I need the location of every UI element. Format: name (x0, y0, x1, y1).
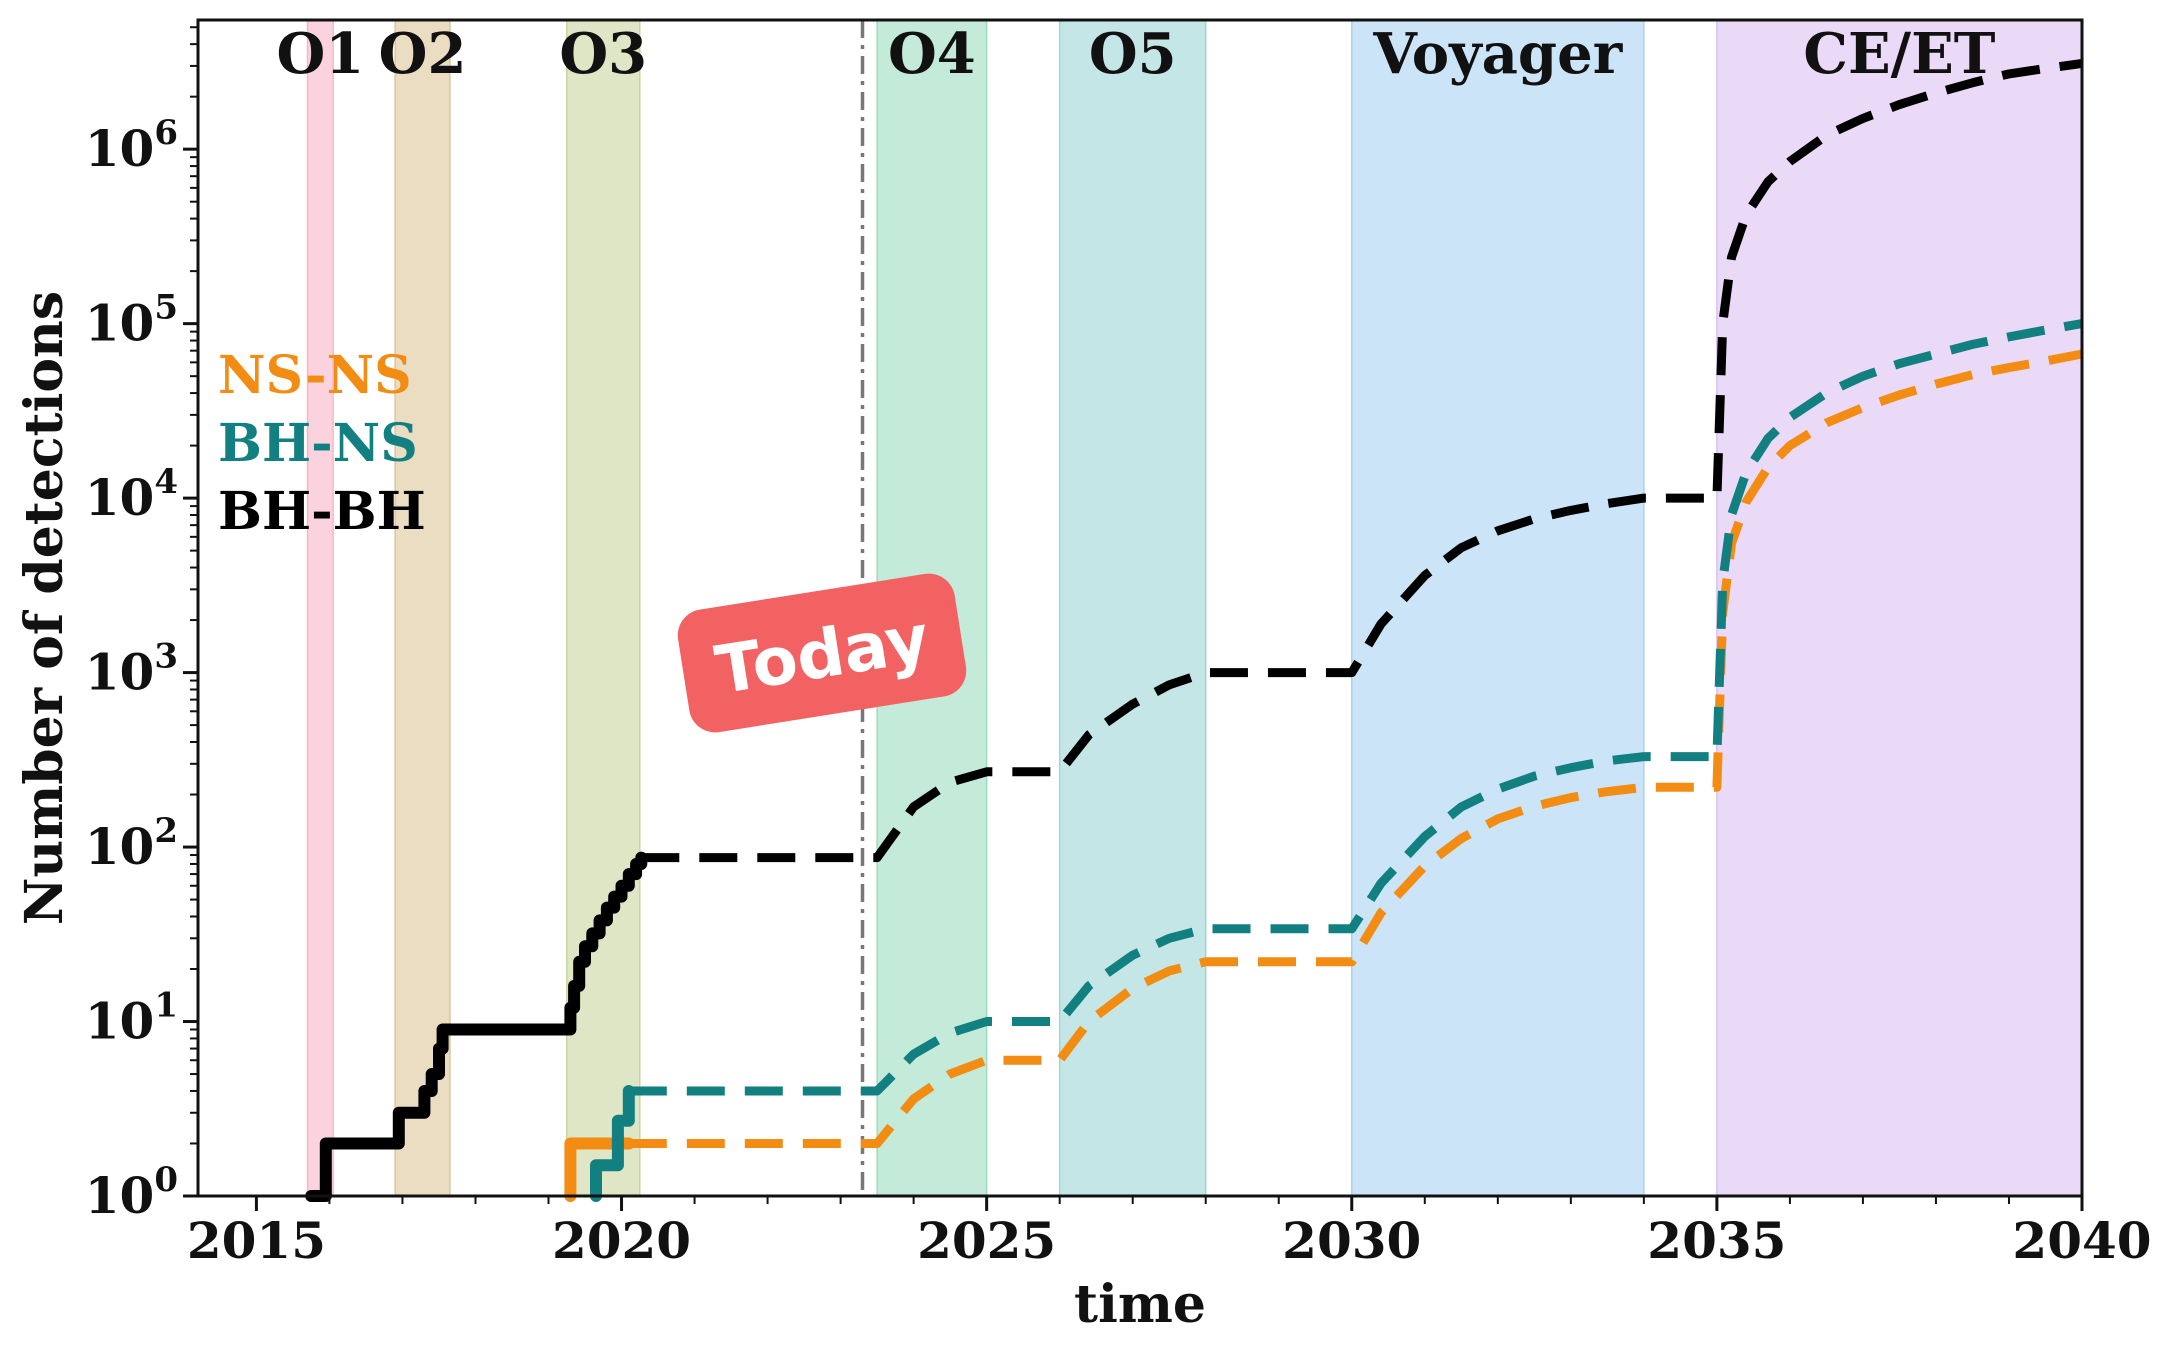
x-tick-label-2030: 2030 (1282, 1211, 1421, 1270)
x-tick-label-2015: 2015 (187, 1211, 326, 1270)
y-tick-label-3: 103 (85, 637, 178, 702)
run-label-o3: O3 (559, 21, 647, 87)
legend-entry-bh-ns: BH-NS (218, 413, 418, 474)
y-tick-exponent: 3 (154, 637, 178, 677)
y-tick-base: 10 (85, 817, 155, 876)
series-bh-ns-projected (628, 319, 2083, 1096)
y-tick-base: 10 (85, 294, 155, 353)
x-tick-label-2040: 2040 (2012, 1211, 2151, 1270)
y-tick-label-2: 102 (85, 811, 178, 876)
y-tick-exponent: 5 (154, 288, 178, 328)
series-lines (305, 58, 2083, 1202)
y-tick-label-1: 101 (85, 986, 178, 1051)
run-label-ce-et: CE/ET (1803, 21, 1995, 87)
x-axis-label: time (1074, 1274, 1206, 1335)
x-tick-label-2035: 2035 (1647, 1211, 1786, 1270)
today-badge-background (677, 573, 967, 733)
y-tick-exponent: 0 (154, 1160, 178, 1200)
series-bh-bh-projected (641, 58, 2083, 863)
x-tick-label-2020: 2020 (552, 1211, 691, 1270)
axis-ticks: 2015 2020 2025 2030 2035 20401001011021031041… (85, 26, 2152, 1270)
run-label-voyager: Voyager (1372, 21, 1623, 87)
today-badge-group: Today (677, 573, 967, 733)
series-ns-ns-projected (628, 349, 2083, 1148)
run-label-o5: O5 (1089, 21, 1177, 87)
run-band-o2 (394, 19, 451, 1197)
x-tick-label-2025: 2025 (917, 1211, 1056, 1270)
run-band-o3 (566, 19, 641, 1197)
y-tick-base: 10 (85, 468, 155, 527)
run-labels: O1 O2 O3 O4 O5 Voyager CE/ET (276, 21, 1995, 87)
y-tick-exponent: 6 (154, 113, 178, 153)
run-band-ce-et (1716, 19, 2083, 1197)
y-tick-base: 10 (85, 1166, 155, 1225)
y-axis-label: Number of detections (14, 291, 75, 925)
series-ns-ns-observed (564, 1137, 635, 1202)
today-badge: Today (677, 573, 967, 733)
y-tick-label-6: 106 (85, 113, 178, 178)
legend-entry-ns-ns: NS-NS (218, 345, 412, 406)
run-band-o1 (306, 19, 334, 1197)
y-tick-exponent: 4 (154, 462, 178, 502)
legend-entry-bh-bh: BH-BH (218, 481, 426, 542)
run-label-o1: O1 (276, 21, 364, 87)
y-tick-label-4: 104 (85, 462, 178, 527)
run-band-voyager (1351, 19, 1645, 1197)
legend: NS-NS BH-NS BH-BH (218, 345, 426, 542)
run-label-o4: O4 (888, 21, 976, 87)
series-bh-ns-observed (590, 1085, 635, 1202)
series-bh-bh-observed (305, 851, 648, 1202)
y-tick-label-0: 100 (85, 1160, 178, 1225)
y-tick-base: 10 (85, 992, 155, 1051)
y-tick-label-5: 105 (85, 288, 178, 353)
y-tick-exponent: 1 (154, 986, 178, 1026)
y-tick-base: 10 (85, 643, 155, 702)
y-tick-base: 10 (85, 119, 155, 178)
y-tick-exponent: 2 (154, 811, 178, 851)
run-band-o5 (1058, 19, 1207, 1197)
plot-frame (196, 18, 2084, 1198)
run-label-o2: O2 (379, 21, 467, 87)
